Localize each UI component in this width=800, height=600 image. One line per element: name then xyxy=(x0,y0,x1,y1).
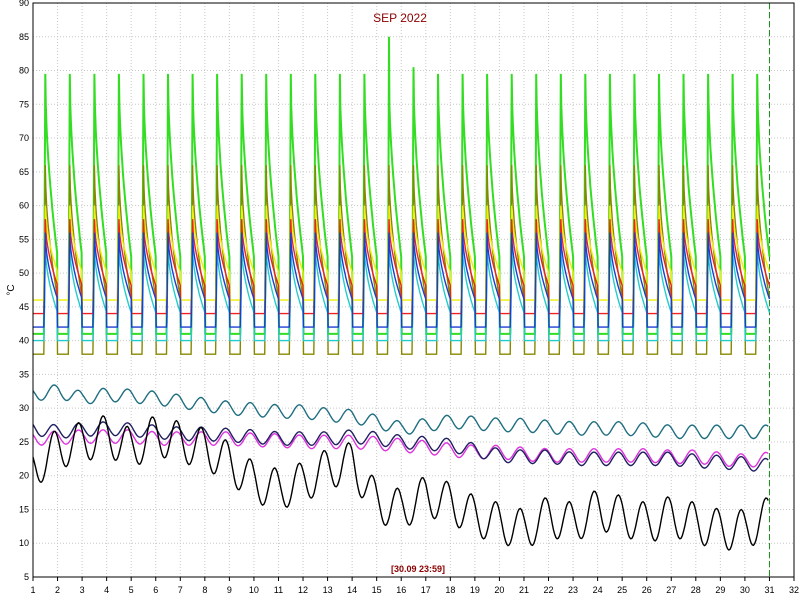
series-line xyxy=(33,219,771,315)
series-line xyxy=(33,36,771,335)
x-tick-label: 19 xyxy=(470,585,480,595)
x-tick-label: 32 xyxy=(789,585,799,595)
x-tick-label: 28 xyxy=(691,585,701,595)
x-tick-label: 16 xyxy=(396,585,406,595)
x-tick-label: 29 xyxy=(715,585,725,595)
y-tick-label: 75 xyxy=(19,99,29,109)
y-tick-label: 40 xyxy=(19,336,29,346)
series-line xyxy=(33,232,771,328)
x-tick-label: 11 xyxy=(274,585,283,595)
y-tick-label: 20 xyxy=(19,471,29,481)
x-tick-label: 27 xyxy=(666,585,676,595)
series-line xyxy=(32,415,769,551)
y-axis-ticks: 5 10 15 20 25 30 35 40 45 50 55 60 65 70 75 80 85 90 xyxy=(19,0,29,582)
y-tick-label: 35 xyxy=(19,369,29,379)
y-tick-label: 90 xyxy=(19,0,29,8)
plot-frame xyxy=(32,2,795,578)
x-tick-label: 15 xyxy=(372,585,382,595)
y-tick-label: 30 xyxy=(19,403,29,413)
series-line xyxy=(32,421,769,472)
x-tick-label: 5 xyxy=(129,585,134,595)
x-tick-label: 24 xyxy=(593,585,603,595)
x-tick-label: 21 xyxy=(519,585,529,595)
chart-title: SEP 2022 xyxy=(373,11,427,25)
x-tick-label: 4 xyxy=(104,585,109,595)
x-tick-label: 30 xyxy=(740,585,750,595)
x-tick-label: 13 xyxy=(323,585,333,595)
y-tick-label: 5 xyxy=(24,572,29,582)
x-tick-label: 3 xyxy=(80,585,85,595)
series-line xyxy=(32,384,769,440)
y-tick-label: 15 xyxy=(19,504,29,514)
x-tick-label: 8 xyxy=(202,585,207,595)
x-tick-label: 20 xyxy=(494,585,504,595)
y-tick-label: 60 xyxy=(19,201,29,211)
x-tick-label: 18 xyxy=(445,585,455,595)
x-tick-label: 17 xyxy=(421,585,431,595)
series-line xyxy=(33,205,771,301)
x-axis-ticks: 1 2 3 4 5 6 7 8 9 10 11 12 13 14 15 16 17 18 19 20 21 22 23 24 2… xyxy=(30,577,799,595)
y-tick-label: 70 xyxy=(19,133,29,143)
x-tick-label: 26 xyxy=(642,585,652,595)
x-tick-label: 6 xyxy=(153,585,158,595)
y-axis-label: °C xyxy=(6,284,17,295)
x-tick-label: 22 xyxy=(544,585,554,595)
x-tick-label: 7 xyxy=(178,585,183,595)
x-tick-label: 31 xyxy=(764,585,774,595)
x-tick-label: 1 xyxy=(30,585,35,595)
x-tick-label: 14 xyxy=(347,585,357,595)
x-tick-label: 12 xyxy=(298,585,308,595)
y-tick-label: 55 xyxy=(19,234,29,244)
x-tick-label: 25 xyxy=(617,585,627,595)
x-tick-label: 2 xyxy=(55,585,60,595)
y-tick-label: 10 xyxy=(19,538,29,548)
y-tick-label: 85 xyxy=(19,32,29,42)
x-tick-label: 9 xyxy=(227,585,232,595)
y-tick-label: 65 xyxy=(19,167,29,177)
y-tick-label: 25 xyxy=(19,437,29,447)
y-tick-label: 45 xyxy=(19,302,29,312)
series-group xyxy=(32,3,771,577)
y-tick-label: 80 xyxy=(19,66,29,76)
series-line xyxy=(32,429,769,468)
x-tick-label: 10 xyxy=(249,585,259,595)
x-tick-label: 23 xyxy=(568,585,578,595)
y-tick-label: 50 xyxy=(19,268,29,278)
timestamp-label: [30.09 23:59] xyxy=(391,564,445,574)
